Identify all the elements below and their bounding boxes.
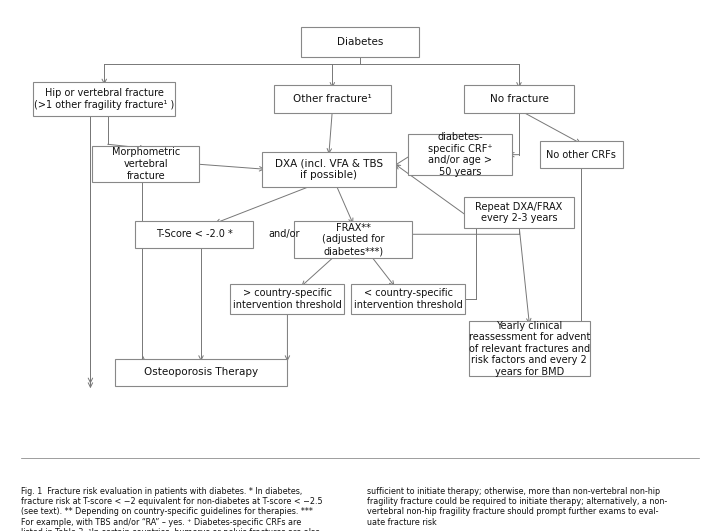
Text: Hip or vertebral fracture
(>1 other fragility fracture¹ ): Hip or vertebral fracture (>1 other frag… [34,88,174,110]
Text: sufficient to initiate therapy; otherwise, more than non-vertebral non-hip
fragi: sufficient to initiate therapy; otherwis… [367,486,667,527]
Text: DXA (incl. VFA & TBS
if possible): DXA (incl. VFA & TBS if possible) [275,158,383,180]
Text: Osteoporosis Therapy: Osteoporosis Therapy [144,367,258,377]
Text: < country-specific
intervention threshold: < country-specific intervention threshol… [354,288,463,310]
FancyBboxPatch shape [92,146,199,182]
FancyBboxPatch shape [230,284,344,314]
FancyBboxPatch shape [274,85,391,113]
FancyBboxPatch shape [540,141,623,168]
FancyBboxPatch shape [294,221,412,258]
Text: FRAX**
(adjusted for
diabetes***): FRAX** (adjusted for diabetes***) [322,223,384,256]
FancyBboxPatch shape [351,284,465,314]
FancyBboxPatch shape [114,358,287,386]
Text: T-Score < -2.0 *: T-Score < -2.0 * [156,229,233,239]
FancyBboxPatch shape [261,151,396,187]
FancyBboxPatch shape [33,82,175,116]
Text: Diabetes: Diabetes [337,37,383,47]
FancyBboxPatch shape [464,85,575,113]
Text: No fracture: No fracture [490,94,549,104]
Text: Other fracture¹: Other fracture¹ [293,94,372,104]
FancyBboxPatch shape [469,321,590,376]
Text: No other CRFs: No other CRFs [546,150,616,160]
Text: Yearly clinical
reassessment for advent
of relevant fractures and
risk factors a: Yearly clinical reassessment for advent … [469,321,590,377]
Text: > country-specific
intervention threshold: > country-specific intervention threshol… [233,288,342,310]
Text: Repeat DXA/FRAX
every 2-3 years: Repeat DXA/FRAX every 2-3 years [475,202,562,223]
FancyBboxPatch shape [301,27,419,57]
FancyBboxPatch shape [464,198,574,227]
FancyBboxPatch shape [408,134,512,175]
FancyBboxPatch shape [135,221,253,248]
Text: Fig. 1  Fracture risk evaluation in patients with diabetes. * In diabetes,
fract: Fig. 1 Fracture risk evaluation in patie… [22,486,323,531]
Text: and/or: and/or [269,229,300,239]
Text: Morphometric
vertebral
fracture: Morphometric vertebral fracture [112,148,180,181]
Text: diabetes-
specific CRF⁺
and/or age >
50 years: diabetes- specific CRF⁺ and/or age > 50 … [428,132,492,177]
